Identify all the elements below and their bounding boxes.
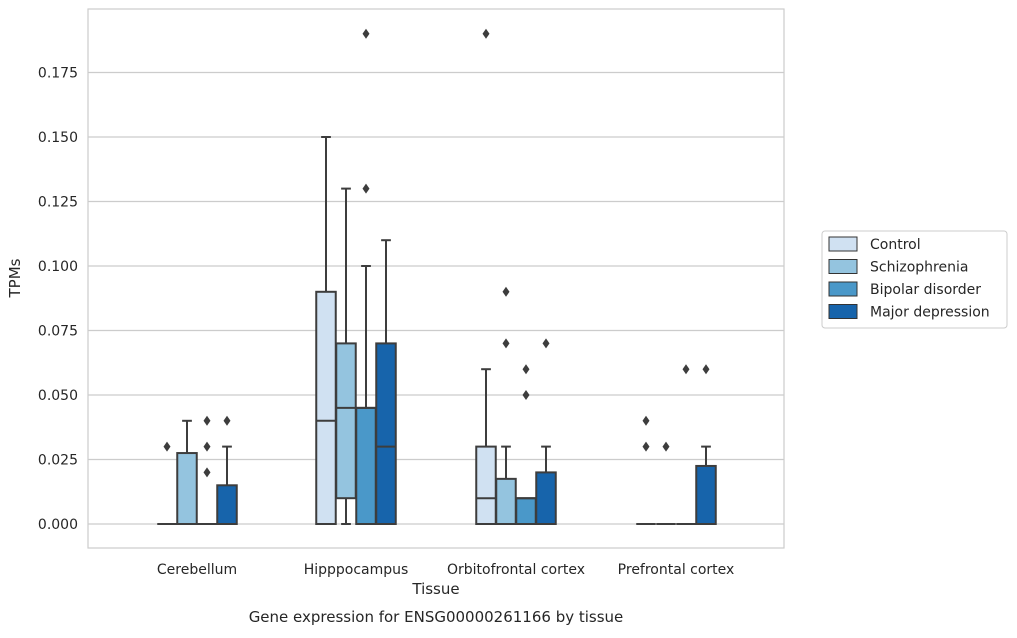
y-tick-label: 0.075 (38, 324, 78, 340)
box-body (315, 290, 337, 525)
legend-swatch (828, 236, 858, 252)
box-major-depression (535, 445, 557, 525)
y-tick-label: 0.175 (38, 66, 78, 82)
box-groups (157, 136, 717, 526)
outlier-point (482, 28, 490, 39)
outlier-point (642, 415, 650, 426)
y-tick-label: 0.050 (38, 388, 78, 404)
plot-area-frame (87, 8, 785, 549)
legend: Control Schizophrenia Bipolar disorder Majo… (821, 230, 1008, 329)
outlier-point (502, 338, 510, 349)
box-body (216, 484, 238, 525)
gridlines (88, 71, 784, 525)
chart-title: Gene expression for ENSG00000261166 by t… (249, 608, 624, 626)
x-tick-label: Orbitofrontal cortex (447, 562, 585, 578)
box-control (315, 136, 337, 525)
outlier-point (203, 441, 211, 452)
y-tick-label: 0.100 (38, 259, 78, 275)
outlier-point (203, 415, 211, 426)
box-schizophrenia (335, 187, 357, 525)
y-tick-label: 0.000 (38, 517, 78, 533)
outlier-point (682, 364, 690, 375)
box-body (515, 497, 537, 526)
outlier-point (223, 415, 231, 426)
legend-label: Schizophrenia (870, 260, 968, 276)
box-body (176, 452, 198, 525)
legend-swatch (828, 281, 858, 297)
box-schizophrenia (495, 445, 517, 526)
outlier-point (522, 390, 530, 400)
outlier-point (662, 441, 670, 452)
box-body (335, 342, 357, 500)
outlier-point (362, 28, 370, 39)
x-tick-labels: Cerebellum Hipppocampus Orbitofrontal cort… (157, 562, 734, 578)
legend-swatch (828, 304, 858, 319)
legend-label: Major depression (870, 305, 990, 321)
y-tick-label: 0.025 (38, 453, 78, 469)
box-body (535, 471, 557, 525)
legend-swatch (828, 259, 858, 274)
outlier-point (502, 286, 510, 297)
outlier-point (542, 338, 550, 349)
y-tick-label: 0.125 (38, 195, 78, 211)
outlier-point (702, 364, 710, 375)
outlier-point (362, 183, 370, 194)
x-tick-label: Prefrontal cortex (618, 562, 735, 578)
box-body (375, 342, 397, 525)
outlier-point (163, 441, 171, 452)
box-bipolar-disorder (515, 497, 537, 526)
box-major-depression (695, 445, 717, 526)
box-major-depression (375, 239, 397, 525)
outlier-point (522, 364, 530, 375)
legend-label: Bipolar disorder (870, 282, 981, 298)
x-axis-label: Tissue (411, 580, 459, 598)
x-tick-label: Cerebellum (157, 562, 237, 578)
y-tick-labels: 0.000 0.025 0.050 0.075 0.100 0.125 0.150 0.175 (38, 66, 78, 534)
box-body (475, 445, 497, 526)
y-axis-label: TPMs (6, 258, 24, 298)
outlier-points (163, 28, 710, 478)
box-control (475, 368, 497, 526)
box-major-depression (216, 445, 238, 525)
box-schizophrenia (176, 419, 198, 525)
legend-frame (821, 230, 1008, 329)
box-body (695, 464, 717, 526)
outlier-point (642, 441, 650, 452)
y-tick-label: 0.150 (38, 130, 78, 146)
legend-label: Control (870, 237, 921, 253)
outlier-point (203, 467, 211, 478)
box-body (495, 477, 517, 526)
x-tick-label: Hipppocampus (304, 562, 409, 578)
box-body (355, 406, 377, 525)
